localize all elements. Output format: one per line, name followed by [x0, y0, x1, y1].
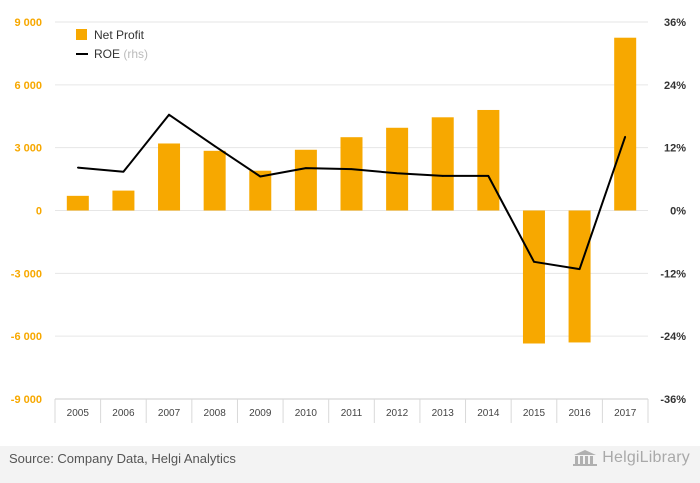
left-tick-label: -6 000	[11, 331, 42, 343]
right-tick-label: -36%	[660, 394, 686, 406]
x-axis	[54, 398, 649, 423]
left-tick-label: 3 000	[14, 143, 42, 155]
library-building-icon	[573, 450, 598, 466]
right-tick-label: 12%	[664, 143, 686, 155]
roe-point-2011	[350, 168, 353, 170]
right-axis-ticks: 36% 24% 12% 0% -12% -24% -36%	[660, 17, 686, 406]
x-tick-label: 2013	[432, 408, 455, 419]
bar-2016	[568, 210, 591, 343]
x-tick-label: 2008	[204, 408, 227, 419]
line-series-roe	[77, 113, 627, 271]
roe-point-2006	[122, 170, 125, 173]
left-tick-label: -9 000	[11, 394, 42, 406]
left-tick-label: 0	[36, 206, 42, 218]
roe-point-2007	[168, 113, 170, 116]
x-tick-label: 2007	[158, 408, 181, 419]
right-tick-label: -12%	[660, 268, 686, 280]
roe-point-2009	[259, 175, 262, 178]
left-axis-ticks: 9 000 6 000 3 000 0 -3 000 -6 000 -9 000	[11, 17, 42, 406]
bar-series-net-profit	[66, 37, 637, 344]
bar-2005	[66, 195, 89, 211]
left-tick-label: -3 000	[11, 268, 42, 280]
bar-2010	[294, 149, 317, 211]
roe-point-2012	[396, 172, 398, 175]
bar-2007	[158, 143, 181, 211]
bar-2006	[112, 190, 135, 211]
helgi-library-logo: HelgiLibrary	[572, 449, 690, 467]
bar-2014	[477, 109, 500, 211]
x-tick-label: 2010	[295, 408, 318, 419]
x-axis-ticks: 2005 2006 2007 2008 2009 2010 2011 2012 2013 2014…	[67, 408, 637, 419]
right-tick-label: 24%	[664, 80, 686, 92]
legend-swatch-net-profit	[76, 29, 87, 40]
x-tick-label: 2009	[249, 408, 272, 419]
roe-point-2017	[624, 135, 626, 138]
roe-point-2008	[213, 145, 216, 147]
source-note: Source: Company Data, Helgi Analytics	[9, 451, 236, 466]
x-tick-label: 2016	[568, 408, 591, 419]
bar-2013	[431, 117, 454, 211]
legend-label-roe: ROE (rhs)	[94, 47, 148, 61]
legend: Net Profit ROE (rhs)	[76, 28, 148, 61]
bar-2012	[386, 127, 409, 211]
legend-label-net-profit: Net Profit	[94, 28, 145, 42]
x-tick-label: 2006	[112, 408, 135, 419]
x-tick-label: 2011	[341, 408, 363, 419]
bar-2011	[340, 137, 363, 211]
bar-2015	[522, 210, 545, 344]
bar-2017	[614, 37, 637, 211]
x-tick-label: 2017	[614, 408, 637, 419]
right-tick-label: 36%	[664, 17, 686, 29]
roe-point-2005	[77, 166, 79, 169]
left-tick-label: 9 000	[14, 17, 42, 29]
x-tick-label: 2015	[523, 408, 546, 419]
right-tick-label: -24%	[660, 331, 686, 343]
right-tick-label: 0%	[670, 206, 686, 218]
x-tick-label: 2005	[67, 408, 90, 419]
logo-text: HelgiLibrary	[602, 449, 690, 466]
roe-point-2010	[305, 167, 307, 169]
roe-point-2013	[441, 175, 444, 177]
roe-point-2016	[578, 268, 581, 270]
roe-point-2014	[487, 175, 490, 177]
chart: 9 000 6 000 3 000 0 -3 000 -6 000 -9 000 36% 24…	[11, 17, 686, 423]
legend-label-roe-suffix: (rhs)	[123, 47, 148, 61]
bar-2009	[249, 170, 272, 211]
x-tick-label: 2012	[386, 408, 409, 419]
bar-2008	[203, 150, 226, 211]
roe-point-2015	[533, 261, 535, 263]
left-tick-label: 6 000	[14, 80, 42, 92]
x-tick-label: 2014	[477, 408, 500, 419]
